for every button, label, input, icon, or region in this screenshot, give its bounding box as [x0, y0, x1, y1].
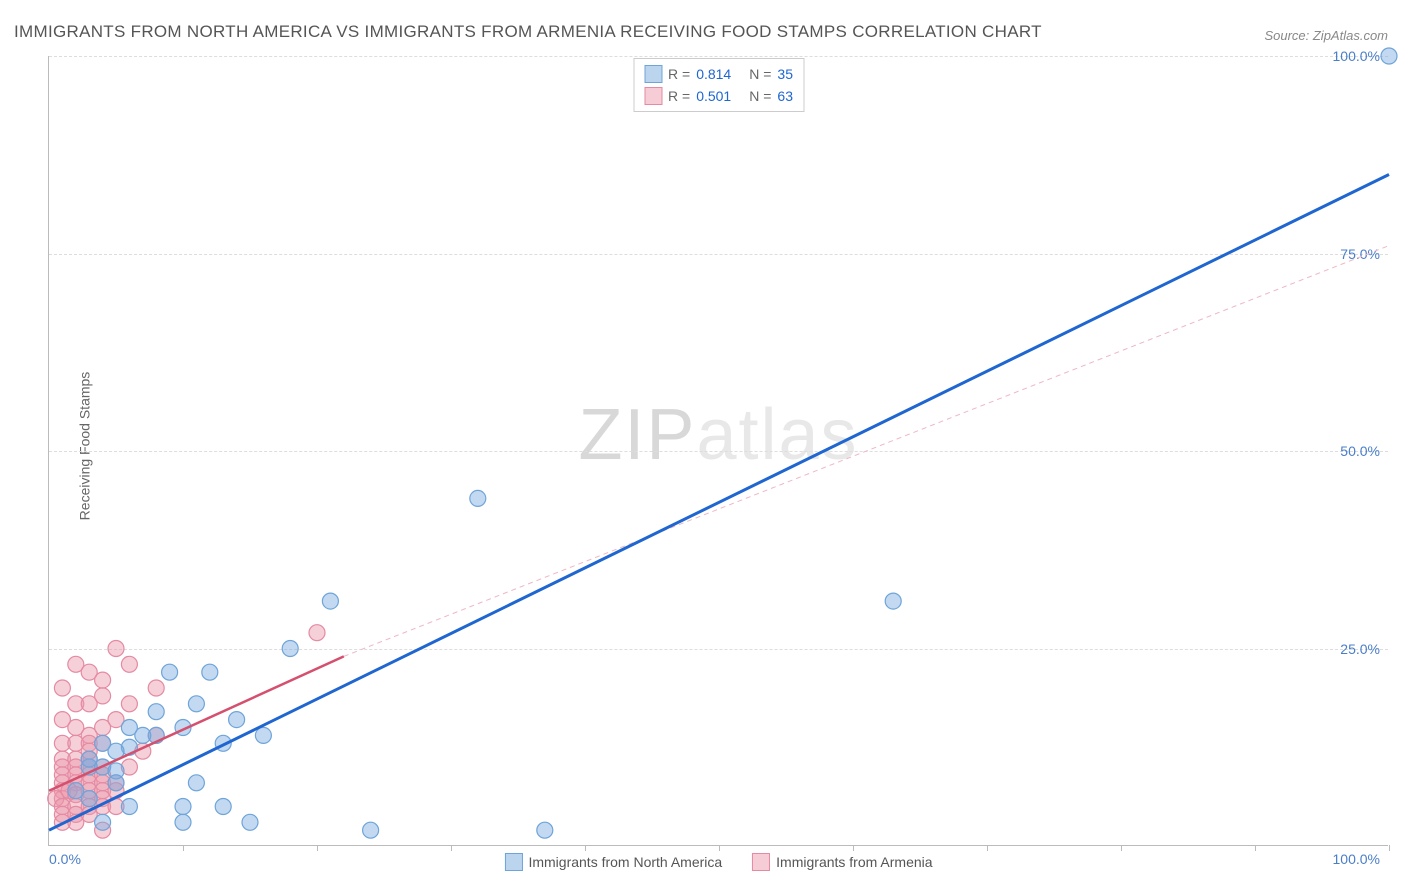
x-axis-tick	[317, 845, 318, 851]
legend-series-item: Immigrants from Armenia	[752, 853, 932, 871]
plot-area: ZIPatlas 25.0%50.0%75.0%100.0% 0.0% 100.…	[48, 56, 1388, 846]
scatter-point	[202, 664, 218, 680]
scatter-point	[175, 814, 191, 830]
scatter-point	[470, 490, 486, 506]
x-axis-tick	[1389, 845, 1390, 851]
scatter-point	[95, 814, 111, 830]
legend-swatch	[752, 853, 770, 871]
scatter-point	[255, 727, 271, 743]
scatter-point	[188, 775, 204, 791]
scatter-point	[68, 783, 84, 799]
trend-line	[344, 246, 1389, 657]
x-axis-tick	[1121, 845, 1122, 851]
source-label: Source: ZipAtlas.com	[1264, 28, 1388, 43]
scatter-point	[135, 727, 151, 743]
x-axis-tick	[719, 845, 720, 851]
scatter-point	[188, 696, 204, 712]
scatter-point	[95, 688, 111, 704]
x-axis-tick	[1255, 845, 1256, 851]
scatter-point	[309, 625, 325, 641]
x-axis-tick	[987, 845, 988, 851]
scatter-point	[121, 656, 137, 672]
scatter-point	[1381, 48, 1397, 64]
x-axis-tick	[451, 845, 452, 851]
x-axis-tick	[853, 845, 854, 851]
scatter-svg	[49, 56, 1388, 845]
legend-series-label: Immigrants from Armenia	[776, 854, 932, 870]
scatter-point	[95, 735, 111, 751]
x-tick-min: 0.0%	[49, 851, 81, 867]
scatter-point	[242, 814, 258, 830]
legend-series-label: Immigrants from North America	[528, 854, 722, 870]
legend-swatch	[504, 853, 522, 871]
scatter-point	[108, 775, 124, 791]
scatter-point	[175, 799, 191, 815]
scatter-point	[148, 680, 164, 696]
x-tick-max: 100.0%	[1333, 851, 1380, 867]
legend-series-item: Immigrants from North America	[504, 853, 722, 871]
legend-series: Immigrants from North America Immigrants …	[504, 853, 932, 871]
scatter-point	[162, 664, 178, 680]
scatter-point	[885, 593, 901, 609]
x-axis-tick	[183, 845, 184, 851]
chart-container: IMMIGRANTS FROM NORTH AMERICA VS IMMIGRA…	[0, 0, 1406, 892]
chart-title: IMMIGRANTS FROM NORTH AMERICA VS IMMIGRA…	[14, 22, 1042, 42]
trend-line	[49, 175, 1389, 831]
scatter-point	[215, 799, 231, 815]
scatter-point	[363, 822, 379, 838]
scatter-point	[121, 799, 137, 815]
x-axis-tick	[585, 845, 586, 851]
scatter-point	[537, 822, 553, 838]
scatter-point	[108, 641, 124, 657]
scatter-point	[81, 751, 97, 767]
scatter-point	[148, 704, 164, 720]
scatter-point	[95, 672, 111, 688]
scatter-point	[121, 696, 137, 712]
scatter-point	[54, 680, 70, 696]
scatter-point	[229, 712, 245, 728]
scatter-point	[322, 593, 338, 609]
scatter-point	[282, 641, 298, 657]
